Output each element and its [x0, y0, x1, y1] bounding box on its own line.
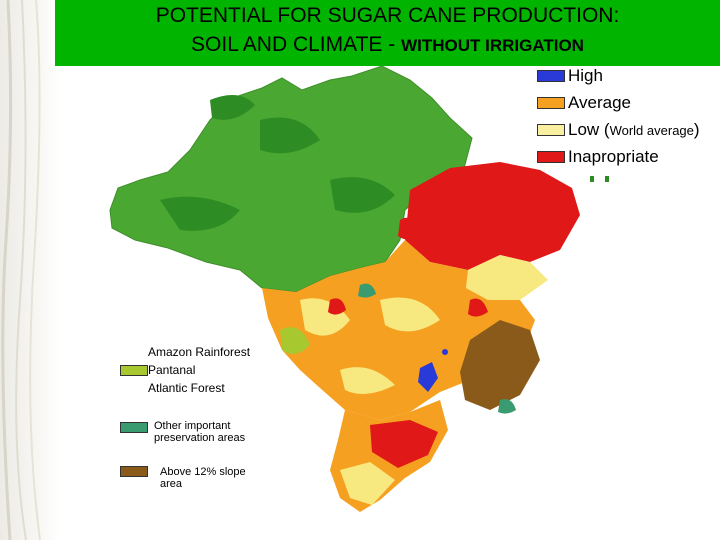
legend-label-inapropriate: Inapropriate	[568, 147, 659, 166]
inset-label-amazon: Amazon Rainforest	[148, 345, 251, 359]
map-pantanal	[280, 327, 310, 354]
title-banner: POTENTIAL FOR SUGAR CANE PRODUCTION: SOI…	[55, 0, 720, 66]
legend-label-low-main: Low (	[568, 120, 610, 139]
texture-strokes	[1, 0, 41, 540]
inset-swatch-pantanal	[120, 365, 148, 376]
legend-swatch-inapropriate	[537, 151, 565, 163]
inset-label-pantanal: Pantanal	[148, 363, 196, 377]
map-red-patches	[328, 217, 488, 317]
legend-label-low-end: )	[693, 120, 700, 139]
map-south-yellow	[340, 462, 395, 505]
legend-average: Average	[537, 93, 631, 113]
map-dash-2	[605, 176, 609, 182]
title-line-2-bold: WITHOUT IRRIGATION	[401, 36, 584, 55]
title-line-2-prefix: SOIL AND CLIMATE -	[191, 33, 402, 56]
inset-swatch-preservation	[120, 422, 148, 433]
legend-swatch-high	[537, 70, 565, 82]
map-dash-1	[590, 176, 594, 182]
legend-swatch-low	[537, 124, 565, 136]
inset-swatch-slope	[120, 466, 148, 477]
inset-biome-list: Amazon Rainforest Pantanal Atlantic Fore…	[148, 343, 250, 397]
map-high-spots	[418, 349, 448, 392]
legend-label-low-small: World average	[609, 123, 694, 138]
legend-high: High	[537, 66, 603, 86]
map-south-red	[370, 420, 438, 468]
legend-label-average: Average	[568, 93, 632, 112]
map-northeast-yellow	[466, 255, 548, 300]
map-southeast-slope	[460, 320, 540, 410]
map-central-yellow-patches	[300, 297, 440, 394]
legend-label-high: High	[568, 66, 603, 85]
left-border-texture	[0, 0, 60, 540]
inset-label-atlantic: Atlantic Forest	[148, 381, 225, 395]
map-amazon-dark-patches	[160, 95, 395, 231]
inset-label-preservation: Other important preservation areas	[154, 420, 246, 444]
map-preservation-patches	[358, 283, 516, 414]
inset-label-slope: Above 12% slope area	[160, 466, 246, 490]
map-region-northeast-red	[405, 162, 580, 270]
legend-swatch-average	[537, 97, 565, 109]
legend-low: Low (World average)	[537, 120, 700, 140]
legend-inapropriate: Inapropriate	[537, 147, 659, 167]
title-line-1: POTENTIAL FOR SUGAR CANE PRODUCTION:	[155, 4, 620, 27]
legend-label-low: Low (World average)	[568, 120, 700, 140]
title-line-2: SOIL AND CLIMATE - WITHOUT IRRIGATION	[55, 33, 720, 57]
